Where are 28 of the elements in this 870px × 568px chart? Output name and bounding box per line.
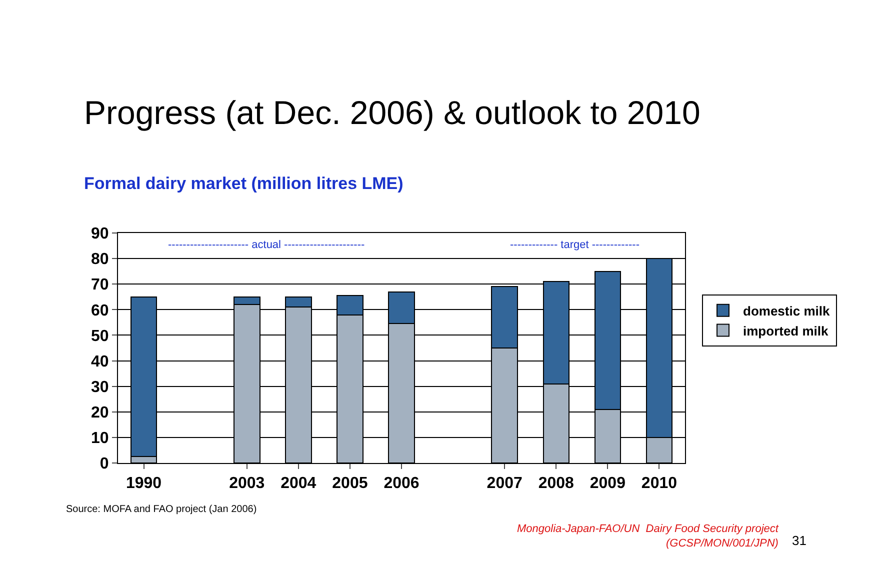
y-tick-label: 30 xyxy=(91,378,109,396)
y-tick-label: 20 xyxy=(91,404,109,422)
chart-title: Progress (at Dec. 2006) & outlook to 2010 xyxy=(84,94,700,131)
y-tick-label: 40 xyxy=(91,353,109,370)
legend-label: domestic milk xyxy=(743,303,830,318)
x-tick-label: 2004 xyxy=(280,475,316,492)
x-tick-label: 1990 xyxy=(126,475,162,492)
annotation: ---------------------- actual ---------------------- xyxy=(168,239,365,251)
x-tick-label: 2005 xyxy=(332,475,368,492)
x-tick-label: 2008 xyxy=(538,475,574,492)
y-tick-label: 70 xyxy=(91,276,109,294)
legend-label: imported milk xyxy=(743,323,830,338)
annotation: ------------- target ------------- xyxy=(510,239,640,251)
x-tick-label: 2003 xyxy=(229,475,265,492)
y-tick-label: 80 xyxy=(91,251,109,268)
y-tick-label: 10 xyxy=(91,430,109,448)
chart-subtitle: Formal dairy market (million litres LME) xyxy=(84,174,404,193)
y-tick-label: 90 xyxy=(91,226,109,243)
y-tick-label: 60 xyxy=(91,302,109,320)
x-tick-label: 2009 xyxy=(590,475,626,492)
source-note: Source: MOFA and FAO project (Jan 2006) xyxy=(66,504,257,515)
text: Mongolia-Japan-FAO/UN Dairy Food Security project (GCSP/MON/001/JPN) xyxy=(517,523,780,550)
x-tick-label: 2010 xyxy=(641,475,678,492)
y-tick-label: 0 xyxy=(100,456,109,473)
x-tick-label: 2007 xyxy=(486,475,522,492)
text: 31 xyxy=(792,533,806,548)
x-tick-label: 2006 xyxy=(384,475,420,492)
y-tick-label: 50 xyxy=(91,328,109,345)
